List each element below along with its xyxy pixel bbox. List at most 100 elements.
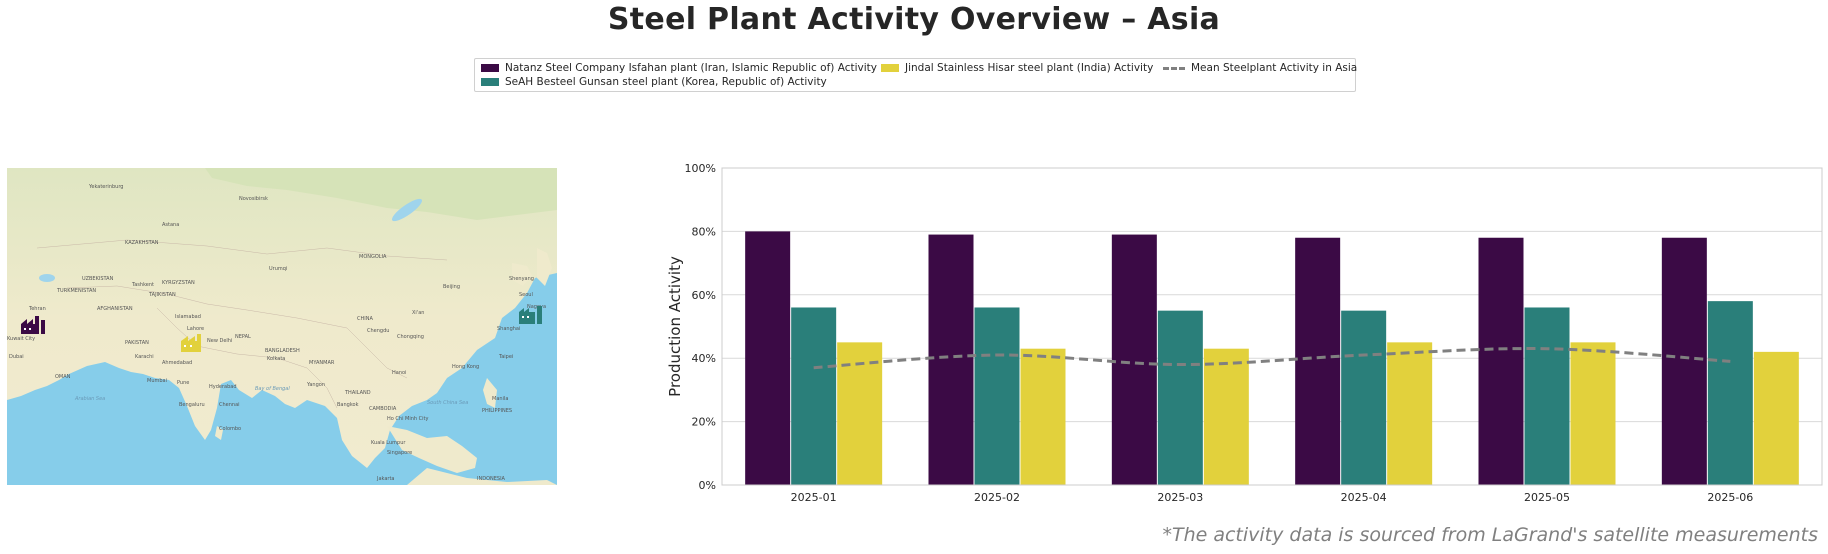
map-label: PHILIPPINES <box>482 408 512 414</box>
x-tick-label: 2025-06 <box>1707 491 1753 504</box>
map-caspian <box>39 274 55 282</box>
map-label: Pune <box>177 380 189 386</box>
map-label: Manila <box>492 396 508 402</box>
y-tick-label: 60% <box>692 289 716 302</box>
map-label: Colombo <box>219 426 241 432</box>
legend-item-seah: SeAH Besteel Gunsan steel plant (Korea, … <box>481 76 827 88</box>
map-label: BANGLADESH <box>265 348 300 354</box>
map-land <box>7 168 557 468</box>
map-label: UZBEKISTAN <box>82 276 114 282</box>
map-label: MYANMAR <box>309 360 335 366</box>
y-axis-label: Production Activity <box>666 256 684 397</box>
gridlines <box>722 167 1822 486</box>
bar-seah-2025-05 <box>1524 307 1570 485</box>
map-label: Kolkata <box>267 356 285 362</box>
map-label: PAKISTAN <box>125 340 149 346</box>
map-label: Kuala Lumpur <box>371 440 406 446</box>
bar-natanz-2025-05 <box>1478 237 1524 485</box>
map-label: MONGOLIA <box>359 254 387 260</box>
map-sea-label: South China Sea <box>427 400 468 406</box>
map-label: Chengdu <box>367 328 389 334</box>
bar-seah-2025-04 <box>1341 310 1387 485</box>
map-label: Novosibirsk <box>239 196 268 202</box>
map-label: Kuwait City <box>7 336 35 342</box>
plot-frame <box>721 167 1823 486</box>
map-label: Yekaterinburg <box>88 184 123 190</box>
map-japan <box>537 248 552 286</box>
map-label: Ho Chi Minh City <box>387 416 429 422</box>
map-label: Beijing <box>443 284 460 290</box>
map-label: Urumqi <box>269 266 287 272</box>
map-taiwan <box>471 328 479 346</box>
bar-seah-2025-02 <box>974 307 1020 485</box>
legend-label-natanz: Natanz Steel Company Isfahan plant (Iran… <box>505 62 877 74</box>
legend-item-natanz: Natanz Steel Company Isfahan plant (Iran… <box>481 62 877 74</box>
bar-natanz-2025-02 <box>928 234 974 485</box>
x-tick-label: 2025-05 <box>1524 491 1570 504</box>
map-label: Bengaluru <box>179 402 205 408</box>
map-label: Ahmedabad <box>162 360 192 366</box>
map-label: CHINA <box>357 316 373 322</box>
map-label: Hyderabad <box>209 384 237 390</box>
map-label: Shanghai <box>497 326 520 332</box>
map-label: Taipei <box>498 354 513 360</box>
map-label: INDONESIA <box>477 476 506 482</box>
map-philippines <box>483 378 497 408</box>
x-tick-label: 2025-04 <box>1341 491 1387 504</box>
mean-activity-line <box>813 347 1731 370</box>
map-label: Chongqing <box>397 334 424 340</box>
y-axis-ticks: 0% 20% 40% 60% 80% 100% <box>685 162 716 492</box>
x-tick-label: 2025-01 <box>791 491 837 504</box>
map-borneo <box>387 426 477 473</box>
y-tick-label: 100% <box>685 162 716 175</box>
map-label: Islamabad <box>175 314 201 320</box>
map-label: Jakarta <box>376 476 395 482</box>
bar-natanz-2025-06 <box>1661 237 1707 485</box>
map-siberia <box>205 168 557 220</box>
map-label: Xi'an <box>412 310 424 316</box>
legend-swatch-jindal <box>881 64 899 72</box>
y-tick-label: 40% <box>692 352 716 365</box>
map-label: KAZAKHSTAN <box>125 240 159 246</box>
x-tick-label: 2025-03 <box>1157 491 1203 504</box>
legend-item-mean: Mean Steelplant Activity in Asia <box>1163 62 1357 74</box>
map-label: TURKMENISTAN <box>56 288 96 294</box>
bar-seah-2025-03 <box>1157 310 1203 485</box>
map-label: Dubai <box>9 354 24 360</box>
legend-swatch-natanz <box>481 64 499 72</box>
map-sea-label: Arabian Sea <box>74 396 105 402</box>
map-borders <box>36 239 448 409</box>
page-title: Steel Plant Activity Overview – Asia <box>607 2 1221 37</box>
map-label: Astana <box>162 222 179 228</box>
map-label: AFGHANISTAN <box>97 306 133 312</box>
map-srilanka <box>215 426 223 440</box>
legend-item-jindal: Jindal Stainless Hisar steel plant (Indi… <box>881 62 1153 74</box>
y-tick-label: 0% <box>699 479 716 492</box>
legend-label-seah: SeAH Besteel Gunsan steel plant (Korea, … <box>505 76 827 88</box>
factory-icon <box>181 334 201 352</box>
map-label: Karachi <box>135 354 154 360</box>
bar-jindal-2025-03 <box>1203 348 1249 485</box>
map-label: Yangon <box>306 382 325 388</box>
map-korea <box>512 263 532 286</box>
map-label: Chennai <box>219 402 240 408</box>
map-label: Bangkok <box>337 402 359 408</box>
y-tick-label: 80% <box>692 225 716 238</box>
map-label: Lahore <box>187 326 204 332</box>
y-tick-label: 20% <box>692 416 716 429</box>
map-lake <box>391 198 423 222</box>
map-label: CAMBODIA <box>369 406 397 412</box>
map-label: Hong Kong <box>452 364 479 370</box>
map-label: Hanoi <box>392 370 406 376</box>
bar-jindal-2025-02 <box>1020 348 1066 485</box>
bar-natanz-2025-01 <box>745 231 791 485</box>
footer-note: *The activity data is sourced from LaGra… <box>1162 524 1818 546</box>
map-label: Seoul <box>519 292 533 298</box>
bars <box>745 231 1799 485</box>
asia-map: Yekaterinburg Novosibirsk Astana KAZAKHS… <box>7 168 557 485</box>
legend-label-mean: Mean Steelplant Activity in Asia <box>1191 62 1358 74</box>
factory-icon <box>21 316 45 334</box>
map-canvas: Yekaterinburg Novosibirsk Astana KAZAKHS… <box>7 168 557 485</box>
chart-legend: Natanz Steel Company Isfahan plant (Iran… <box>474 58 1357 92</box>
map-label: NEPAL <box>235 334 251 340</box>
